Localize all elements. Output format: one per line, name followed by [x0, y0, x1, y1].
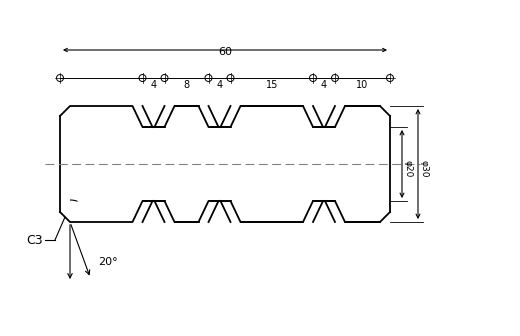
Text: 8: 8: [184, 80, 190, 90]
Text: C3: C3: [27, 234, 43, 247]
Text: 10: 10: [356, 80, 369, 90]
Text: 4: 4: [321, 80, 327, 90]
Text: φ30: φ30: [420, 160, 429, 178]
Text: 60: 60: [218, 47, 232, 57]
Text: 20°: 20°: [98, 257, 118, 267]
Text: 4: 4: [150, 80, 157, 90]
Text: φ20: φ20: [404, 160, 413, 178]
Text: 4: 4: [216, 80, 223, 90]
Text: 15: 15: [266, 80, 278, 90]
